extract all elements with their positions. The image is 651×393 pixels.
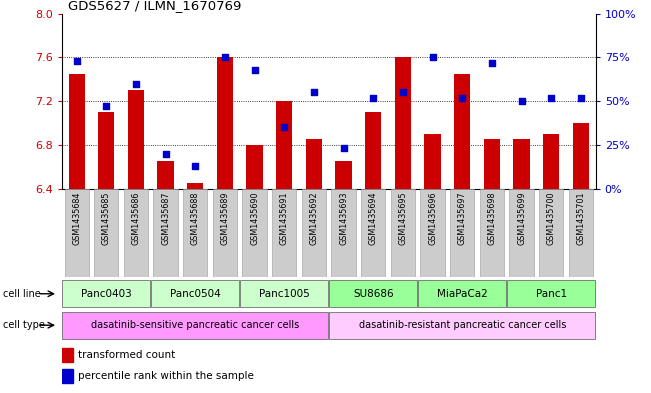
Point: [220, 54, 230, 61]
Bar: [94, 189, 118, 277]
Text: GSM1435689: GSM1435689: [221, 191, 229, 245]
Point: [249, 66, 260, 73]
Point: [368, 95, 378, 101]
Text: Panc0403: Panc0403: [81, 289, 132, 299]
Bar: [331, 189, 355, 277]
Bar: [306, 140, 322, 189]
Point: [160, 151, 171, 157]
Bar: [240, 280, 328, 307]
Bar: [302, 189, 326, 277]
Bar: [158, 161, 174, 189]
Text: GSM1435700: GSM1435700: [547, 191, 556, 245]
Point: [339, 145, 349, 152]
Point: [131, 81, 141, 87]
Text: GSM1435692: GSM1435692: [309, 191, 318, 245]
Text: transformed count: transformed count: [78, 350, 175, 360]
Text: dasatinib-sensitive pancreatic cancer cells: dasatinib-sensitive pancreatic cancer ce…: [91, 320, 299, 330]
Bar: [98, 112, 115, 189]
Bar: [421, 189, 445, 277]
Bar: [484, 140, 500, 189]
Text: GSM1435697: GSM1435697: [458, 191, 467, 245]
Point: [457, 95, 467, 101]
Text: GSM1435694: GSM1435694: [368, 191, 378, 245]
Bar: [454, 74, 471, 189]
Text: GSM1435696: GSM1435696: [428, 191, 437, 245]
Bar: [217, 57, 233, 189]
Bar: [507, 280, 595, 307]
Text: GSM1435688: GSM1435688: [191, 191, 200, 245]
Bar: [276, 101, 292, 189]
Point: [516, 98, 527, 104]
Bar: [569, 189, 593, 277]
Bar: [573, 123, 589, 189]
Text: SU8686: SU8686: [353, 289, 394, 299]
Text: GSM1435686: GSM1435686: [132, 191, 141, 245]
Bar: [514, 140, 530, 189]
Text: GSM1435685: GSM1435685: [102, 191, 111, 245]
Text: Panc1: Panc1: [536, 289, 567, 299]
Text: percentile rank within the sample: percentile rank within the sample: [78, 371, 254, 381]
Bar: [62, 312, 328, 339]
Point: [546, 95, 557, 101]
Bar: [62, 347, 72, 362]
Bar: [335, 161, 352, 189]
Bar: [187, 183, 204, 189]
Bar: [509, 189, 534, 277]
Text: Panc1005: Panc1005: [259, 289, 310, 299]
Text: GSM1435701: GSM1435701: [576, 191, 585, 245]
Point: [72, 58, 82, 64]
Point: [190, 163, 201, 169]
Bar: [480, 189, 504, 277]
Text: cell line: cell line: [3, 289, 41, 299]
Bar: [361, 189, 385, 277]
Text: GSM1435687: GSM1435687: [161, 191, 170, 245]
Bar: [419, 280, 506, 307]
Point: [487, 60, 497, 66]
Point: [101, 103, 111, 110]
Text: GSM1435693: GSM1435693: [339, 191, 348, 245]
Bar: [543, 134, 559, 189]
Text: MiaPaCa2: MiaPaCa2: [437, 289, 488, 299]
Bar: [272, 189, 296, 277]
Text: GSM1435690: GSM1435690: [250, 191, 259, 245]
Point: [279, 124, 290, 130]
Text: dasatinib-resistant pancreatic cancer cells: dasatinib-resistant pancreatic cancer ce…: [359, 320, 566, 330]
Bar: [247, 145, 263, 189]
Bar: [183, 189, 208, 277]
Text: GSM1435698: GSM1435698: [488, 191, 496, 245]
Text: cell type: cell type: [3, 320, 45, 330]
Bar: [128, 90, 144, 189]
Bar: [539, 189, 563, 277]
Point: [427, 54, 437, 61]
Bar: [242, 189, 267, 277]
Bar: [62, 280, 150, 307]
Text: Panc0504: Panc0504: [170, 289, 221, 299]
Bar: [395, 57, 411, 189]
Point: [575, 95, 586, 101]
Bar: [391, 189, 415, 277]
Bar: [365, 112, 381, 189]
Bar: [424, 134, 441, 189]
Text: GSM1435695: GSM1435695: [398, 191, 408, 245]
Bar: [68, 74, 85, 189]
Bar: [64, 189, 89, 277]
Bar: [62, 369, 72, 384]
Bar: [450, 189, 475, 277]
Text: GSM1435699: GSM1435699: [517, 191, 526, 245]
Bar: [213, 189, 237, 277]
Bar: [124, 189, 148, 277]
Text: GSM1435684: GSM1435684: [72, 191, 81, 245]
Bar: [152, 280, 239, 307]
Bar: [329, 312, 595, 339]
Text: GSM1435691: GSM1435691: [280, 191, 289, 245]
Bar: [154, 189, 178, 277]
Point: [309, 89, 319, 95]
Text: GDS5627 / ILMN_1670769: GDS5627 / ILMN_1670769: [68, 0, 242, 12]
Bar: [329, 280, 417, 307]
Point: [398, 89, 408, 95]
